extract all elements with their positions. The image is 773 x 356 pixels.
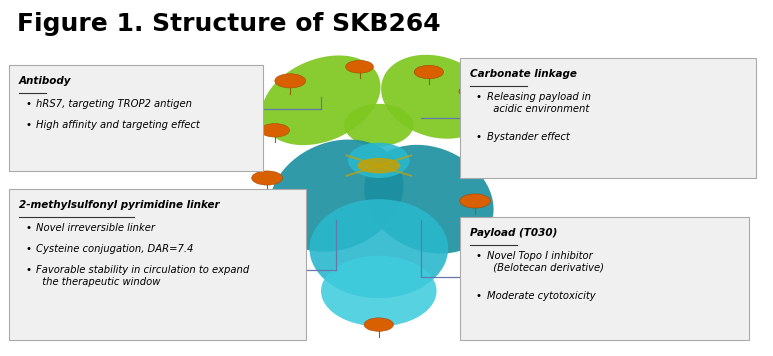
Text: •: • (476, 251, 482, 261)
Text: •: • (476, 92, 482, 102)
Text: High affinity and targeting effect: High affinity and targeting effect (36, 120, 199, 130)
Circle shape (459, 84, 492, 99)
Text: •: • (476, 291, 482, 301)
Ellipse shape (364, 145, 494, 253)
Text: Novel irreversible linker: Novel irreversible linker (36, 223, 155, 233)
Text: •: • (476, 132, 482, 142)
Ellipse shape (348, 143, 410, 178)
Text: Bystander effect: Bystander effect (487, 132, 570, 142)
Ellipse shape (261, 56, 380, 145)
Circle shape (364, 318, 393, 331)
Ellipse shape (321, 256, 437, 326)
Text: •: • (26, 120, 31, 130)
Circle shape (261, 124, 289, 137)
Text: Releasing payload in
  acidic environment: Releasing payload in acidic environment (487, 92, 591, 114)
Circle shape (468, 230, 497, 243)
Ellipse shape (381, 55, 492, 139)
FancyBboxPatch shape (460, 217, 748, 340)
Text: Carbonate linkage: Carbonate linkage (470, 69, 577, 79)
Text: Cysteine conjugation, DAR=7.4: Cysteine conjugation, DAR=7.4 (36, 244, 193, 254)
Text: Favorable stability in circulation to expand
  the therapeutic window: Favorable stability in circulation to ex… (36, 265, 250, 287)
Text: Payload (T030): Payload (T030) (470, 228, 557, 238)
Text: Figure 1. Structure of SKB264: Figure 1. Structure of SKB264 (17, 12, 441, 36)
Circle shape (346, 61, 373, 73)
Circle shape (275, 74, 305, 88)
Text: •: • (26, 99, 31, 109)
FancyBboxPatch shape (9, 65, 264, 171)
Ellipse shape (309, 199, 448, 298)
FancyBboxPatch shape (9, 189, 305, 340)
Text: •: • (26, 265, 31, 275)
Text: •: • (26, 244, 31, 254)
Ellipse shape (344, 104, 414, 146)
Text: 2-methylsulfonyl pyrimidine linker: 2-methylsulfonyl pyrimidine linker (19, 200, 220, 210)
FancyBboxPatch shape (460, 58, 756, 178)
Ellipse shape (357, 158, 400, 173)
Text: Moderate cytotoxicity: Moderate cytotoxicity (487, 291, 595, 301)
Circle shape (252, 171, 282, 185)
Circle shape (460, 194, 491, 208)
Text: Novel Topo I inhibitor
  (Belotecan derivative): Novel Topo I inhibitor (Belotecan deriva… (487, 251, 604, 273)
Circle shape (414, 65, 444, 79)
Text: hRS7, targeting TROP2 antigen: hRS7, targeting TROP2 antigen (36, 99, 192, 109)
Text: •: • (26, 223, 31, 233)
Ellipse shape (269, 140, 404, 252)
Text: Antibody: Antibody (19, 76, 72, 86)
